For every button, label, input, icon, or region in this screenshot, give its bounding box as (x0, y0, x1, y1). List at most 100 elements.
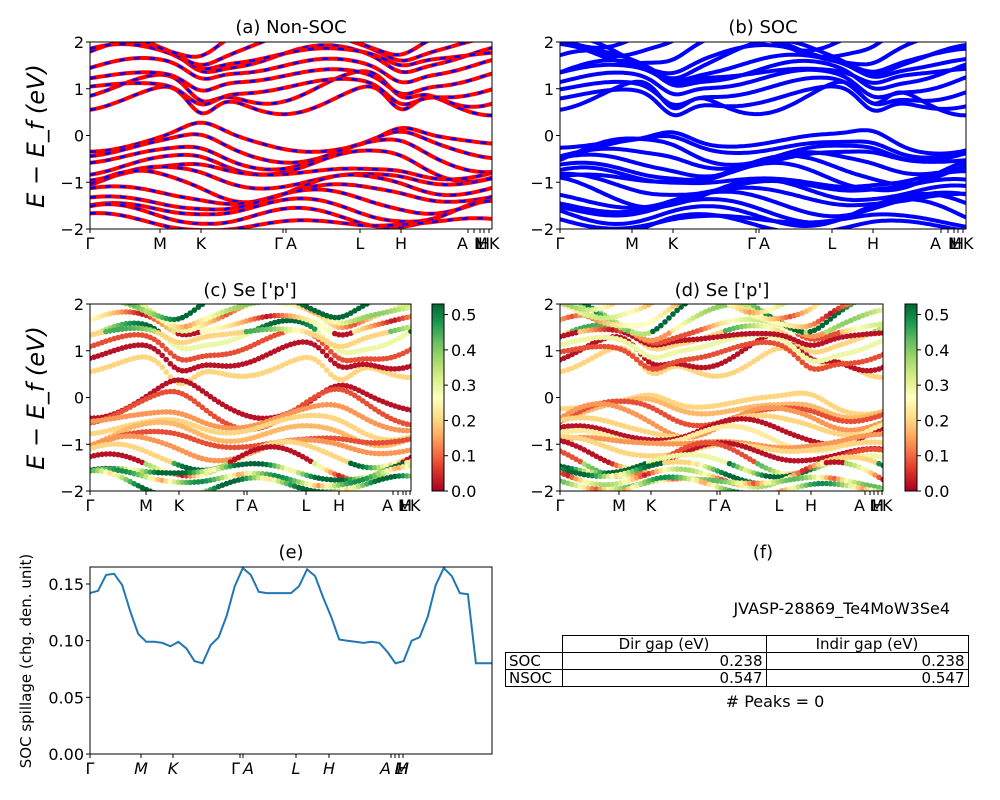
projection-point (601, 334, 608, 341)
panel-a-xtick-label: A (286, 234, 297, 253)
projection-point (738, 331, 745, 337)
projection-point (183, 469, 190, 476)
projection-point (404, 427, 410, 434)
projection-point (119, 294, 125, 300)
projection-point (87, 282, 93, 288)
projection-point (183, 479, 190, 486)
projection-point (179, 368, 186, 374)
projection-point (271, 312, 278, 319)
projection-point (787, 322, 793, 329)
projection-point (199, 404, 206, 411)
projection-point (872, 292, 878, 298)
projection-point (662, 332, 668, 339)
projection-point (738, 316, 745, 323)
panel-d-xtick-label: H (872, 496, 884, 515)
projection-point (839, 482, 846, 488)
projection-point (191, 374, 198, 381)
projection-point (742, 453, 749, 460)
projection-point (666, 441, 672, 447)
projection-point (662, 309, 668, 316)
gap-table: Dir gap (eV) Indir gap (eV) SOC 0.238 0.… (505, 635, 969, 687)
projection-point (666, 474, 672, 480)
projection-point (682, 337, 688, 343)
projection-point (259, 461, 266, 467)
projection-point (259, 415, 266, 422)
projection-point (876, 290, 882, 296)
projection-point (646, 440, 652, 446)
projection-point (654, 297, 660, 303)
projection-point (690, 452, 696, 458)
projection-point (868, 439, 874, 445)
projection-point (348, 372, 354, 379)
projection-point (880, 462, 883, 469)
projection-point (581, 498, 587, 504)
panel-a-ytick-label: 1 (74, 80, 84, 99)
projection-point (807, 443, 814, 449)
projection-point (747, 316, 753, 323)
projection-point (726, 487, 733, 491)
band-line (90, 56, 492, 85)
projection-point (815, 480, 822, 487)
band-dash (90, 138, 492, 174)
projection-point (763, 350, 769, 357)
projection-point (807, 457, 814, 463)
projection-point (299, 413, 306, 419)
projection-point (315, 345, 322, 351)
projection-point (368, 464, 374, 471)
projection-point (654, 440, 660, 447)
projection-point (839, 304, 846, 310)
projection-point (783, 345, 789, 351)
projection-point (839, 431, 846, 438)
band-line (560, 62, 966, 85)
projection-point (633, 439, 640, 446)
projection-point (119, 309, 125, 315)
projection-point (864, 439, 870, 446)
projection-point (734, 317, 741, 323)
projection-point (831, 308, 838, 314)
projection-point (323, 401, 330, 408)
band-line (635, 212, 966, 229)
projection-point (239, 444, 246, 450)
projection-point (775, 474, 781, 480)
projection-point (163, 369, 169, 375)
projection-point (638, 331, 644, 337)
projection-point (597, 334, 604, 341)
projection-point (775, 447, 781, 454)
projection-point (372, 406, 378, 413)
projection-point (199, 478, 206, 485)
colorbar-tick-label: 0.2 (451, 411, 476, 430)
projection-point (283, 438, 290, 445)
projection-point (408, 313, 411, 320)
projection-point (593, 481, 600, 488)
projection-point (565, 405, 571, 412)
projection-point (561, 423, 567, 430)
projection-point (597, 400, 604, 407)
projection-point (223, 363, 230, 369)
projection-point (573, 312, 579, 319)
projection-point (179, 470, 186, 476)
projection-point (408, 346, 411, 353)
projection-point (251, 470, 258, 477)
projection-point (259, 471, 266, 477)
projection-point (311, 326, 318, 332)
panel-a-xtick-label: K (489, 234, 500, 253)
projection-point (99, 286, 105, 292)
panel-d-ytick-label: 0 (544, 389, 554, 408)
projection-point (131, 332, 137, 338)
projection-point (151, 469, 157, 476)
projection-point (617, 398, 624, 405)
projection-point (227, 438, 234, 445)
panel-b-xtick-label: A (759, 234, 770, 253)
projection-point (811, 474, 818, 481)
projection-point (336, 331, 342, 338)
projection-point (876, 292, 882, 298)
projection-point (823, 480, 830, 487)
projection-point (819, 322, 826, 329)
projection-point (231, 373, 238, 379)
projection-point (633, 330, 640, 337)
projection-point (815, 318, 822, 325)
projection-point (860, 296, 866, 302)
projection-point (91, 283, 97, 289)
projection-point (690, 404, 696, 410)
projection-point (880, 431, 883, 438)
